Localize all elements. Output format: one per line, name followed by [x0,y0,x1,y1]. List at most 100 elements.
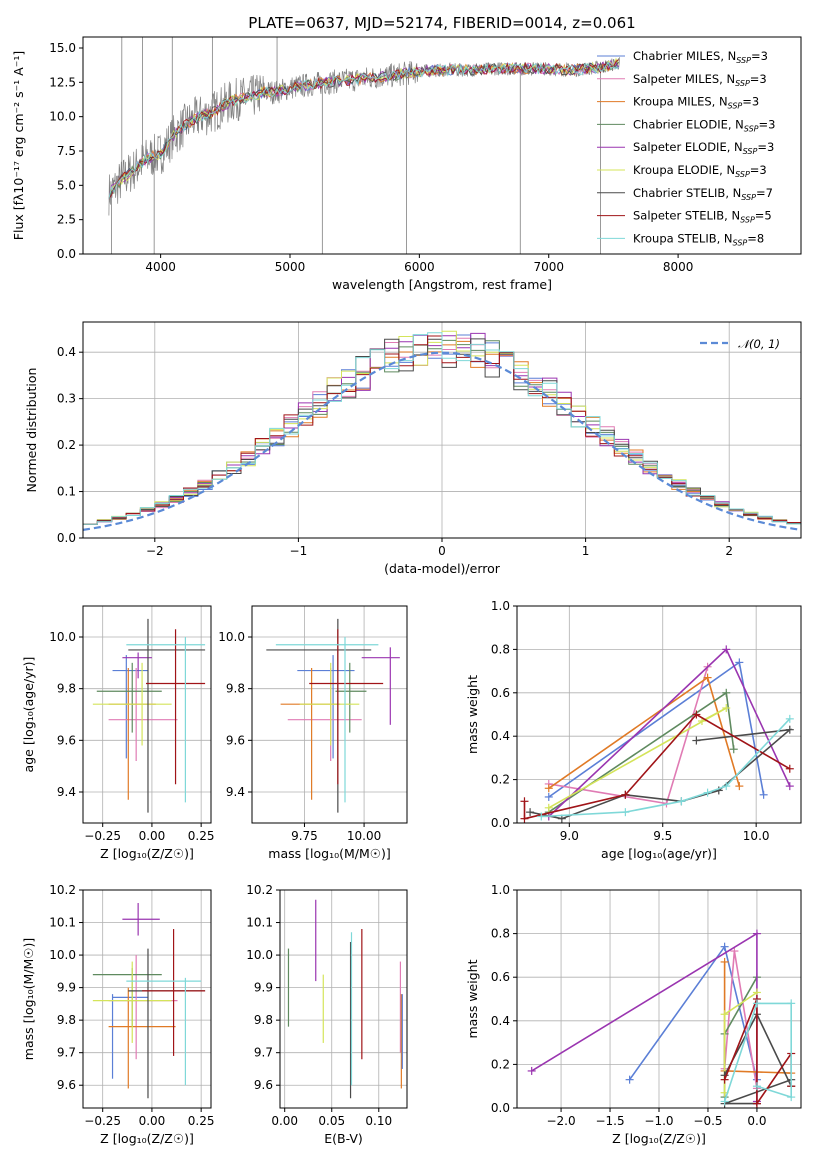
y-tick-label: 2.5 [57,213,76,227]
x-tick-label: −1 [290,544,308,558]
plot-area-spectrum [108,37,620,254]
point-salpeter_miles [287,668,362,761]
y-axis-label: age [log₁₀(age/yr)] [21,657,36,773]
series-salpeter_miles [544,662,712,808]
series-chabrier_stelib [720,1010,796,1108]
y-axis-label: Flux [fλ10⁻¹⁷ erg cm⁻² s⁻¹ A⁻¹] [11,51,26,240]
x-tick-label: 2 [725,544,733,558]
point-chabrier_stelib [128,948,206,1099]
y-tick-label: 12.5 [49,75,76,89]
point-chabrier_miles [111,994,148,1079]
y-tick-label: 0.0 [491,1101,510,1115]
series-line [723,1012,792,1105]
point-chabrier_elodie [96,662,162,733]
y-tick-label: 1.0 [491,599,510,613]
axes-mass_vs_Z: −0.25 0.00 0.25 9.6 9.7 9.8 9.9 10.0 10.1 10.2 Z [… [21,883,215,1146]
point-salpeter_stelib [309,629,384,785]
y-tick-label: 10.0 [49,630,76,644]
y-tick-label: 0.6 [491,686,510,700]
y-tick-label: 9.4 [226,785,245,799]
x-tick-label: −1.0 [644,1114,673,1128]
axes-age_vs_mass: 9.75 10.00 9.4 9.6 9.8 10.0 mass [log₁₀(M/M☉)] [218,605,408,861]
point-salpeter_elodie [122,652,152,679]
legend-entry-salpeter_stelib: Salpeter STELIB, NSSP=5 [633,209,772,225]
y-axis-label: mass [log₁₀(M/M☉)] [21,938,36,1060]
x-tick-label: −0.25 [84,1114,121,1128]
y-tick-label: 9.9 [57,981,76,995]
y-tick-label: 0.4 [491,729,510,743]
y-tick-label: 0.1 [57,485,76,499]
y-tick-label: 0.8 [491,927,510,941]
point-kroupa_elodie [92,662,172,746]
x-tick-label: 0.05 [318,1114,345,1128]
series-salpeter_stelib [720,995,796,1108]
y-tick-label: 10.0 [246,948,273,962]
axes-weight_vs_age: 9.0 9.5 10.0 0.0 0.2 0.4 0.6 0.8 1.0 age [log₁₀(a… [465,599,802,861]
axes-frame [82,36,802,255]
x-tick-label: 7000 [533,260,564,274]
legend-entry-kroupa_elodie: Kroupa ELODIE, NSSP=3 [633,163,767,179]
series-kroupa_elodie [720,988,761,1097]
y-tick-label: 10.1 [49,916,76,930]
y-axis-label: Normed distribution [24,368,39,493]
y-tick-label: 0.8 [491,642,510,656]
spectrum-model-kroupa_elodie [108,57,620,200]
y-tick-label: 0.2 [57,438,76,452]
point-chabrier_stelib [128,618,206,813]
x-axis-label: wavelength [Angstrom, rest frame] [332,277,552,292]
axes-weight_vs_Z: −2.0 −1.5 −1.0 −0.5 0.0 0.0 0.2 0.4 0.6 0.8 1.0 Z [… [465,883,802,1146]
y-tick-label: 0.2 [491,773,510,787]
point-salpeter_stelib [146,629,206,785]
y-tick-label: 10.2 [49,883,76,897]
series-kroupa_elodie [544,703,731,812]
normal-curve [83,351,801,531]
point-salpeter_stelib [142,929,206,1056]
y-tick-label: 9.8 [226,682,245,696]
y-tick-label: 0.3 [57,392,76,406]
legend-entry-normal: 𝒩(0, 1) [738,337,780,351]
series-line [531,932,758,1102]
point-chabrier_elodie [335,662,367,733]
point-kroupa_stelib [275,637,379,803]
point-salpeter_miles [108,668,178,761]
x-tick-label: 4000 [145,260,176,274]
y-tick-label: 9.6 [57,1078,76,1092]
legend-entry-kroupa_miles: Kroupa MILES, NSSP=3 [633,95,759,111]
spectrum-model-kroupa_stelib [108,61,619,200]
x-axis-label: E(B-V) [324,1131,363,1146]
x-tick-label: 9.0 [560,829,579,843]
chart-title: PLATE=0637, MJD=52174, FIBERID=0014, z=0… [248,14,635,32]
series-line [548,676,741,789]
legend-entry-chabrier_miles: Chabrier MILES, NSSP=3 [633,49,768,65]
y-tick-label: 15.0 [49,41,76,55]
plot-area-weight_vs_age [520,645,794,823]
series-line [523,713,791,820]
point-salpeter_miles [108,955,178,1060]
series-salpeter_stelib [520,710,794,823]
axes-frame [82,605,212,824]
series-line [548,666,709,805]
y-tick-label: 0.2 [491,1057,510,1071]
y-tick-label: 10.0 [49,110,76,124]
x-axis-label: Z [log₁₀(Z/Z☉)] [100,1131,194,1146]
x-tick-label: 0.10 [365,1114,392,1128]
point-kroupa_elodie [92,961,172,1043]
y-axis-label: mass weight [465,675,480,754]
x-tick-label: 0.00 [139,829,166,843]
x-tick-label: 9.5 [653,829,672,843]
y-tick-label: 0.4 [491,1014,510,1028]
y-tick-label: 10.0 [49,948,76,962]
spectrum-legend: Chabrier MILES, NSSP=3 Salpeter MILES, NS… [597,49,775,247]
x-axis-label: (data-model)/error [384,561,501,576]
x-tick-label: 5000 [275,260,306,274]
axes-age_vs_Z: −0.25 0.00 0.25 9.4 9.6 9.8 10.0 Z [log₁₀(Z/Z☉)… [21,605,215,861]
y-tick-label: 9.4 [57,785,76,799]
point-kroupa_miles [108,987,176,1089]
x-tick-label: 6000 [404,260,435,274]
x-axis-label: Z [log₁₀(Z/Z☉)] [612,1131,706,1146]
point-kroupa_stelib [126,637,206,803]
point-chabrier_miles [297,655,355,759]
series-line [541,718,791,818]
point-salpeter_elodie [122,903,160,936]
x-tick-label: −1.5 [595,1114,624,1128]
